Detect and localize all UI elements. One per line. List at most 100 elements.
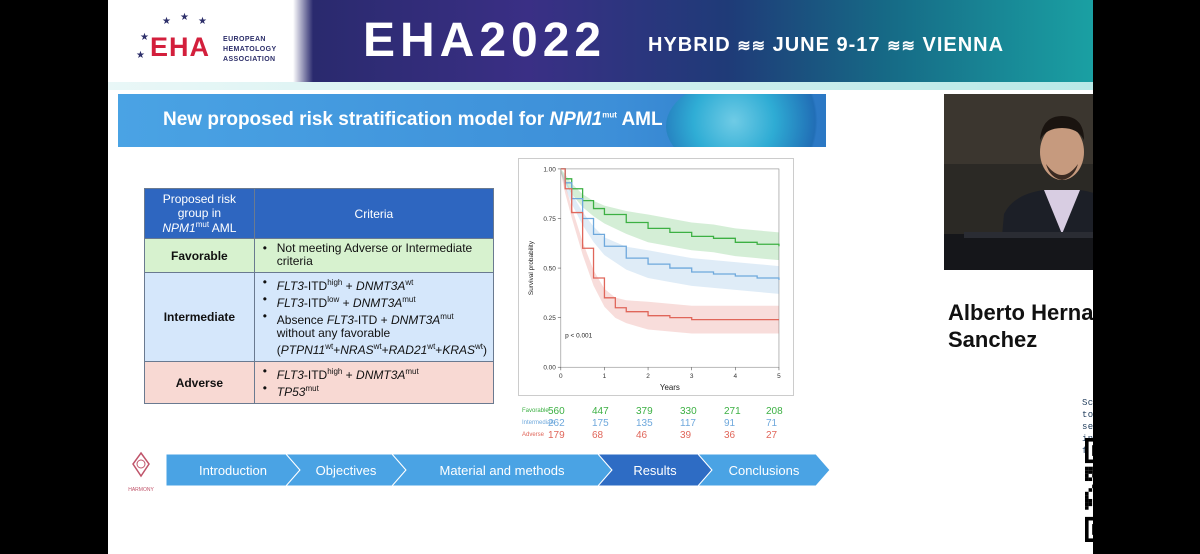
nav-step-label: Introduction xyxy=(199,462,267,478)
eha-logo: ★ ★ ★ ★ ★ EHA EUROPEAN HEMATOLOGY ASSOCI… xyxy=(126,12,296,68)
slide-title-bar: New proposed risk stratification model f… xyxy=(118,94,826,147)
chevron-shape xyxy=(598,454,712,486)
risk-count: 36 xyxy=(724,430,736,441)
logo-text: EHA xyxy=(150,32,211,62)
star-icon: ★ xyxy=(136,50,145,61)
risk-count: 46 xyxy=(636,430,648,441)
y-tick-label: 0.75 xyxy=(543,216,556,223)
risk-row-label: Favorable xyxy=(522,408,549,414)
criteria-item: Absence FLT3-ITD + DNMT3Amut without any… xyxy=(263,310,487,357)
chevron-shape xyxy=(286,454,406,486)
star-icon: ★ xyxy=(198,16,207,27)
chevron-shape xyxy=(698,454,830,486)
risk-count: 271 xyxy=(724,406,741,417)
wave-icon: ≋≋ xyxy=(737,38,767,55)
confidence-band xyxy=(560,168,779,294)
logo-sub-2: HEMATOLOGY xyxy=(223,46,277,53)
risk-count: 379 xyxy=(636,406,653,417)
group-favorable: Favorable xyxy=(144,238,255,273)
survival-line xyxy=(560,168,780,247)
harmony-icon xyxy=(132,451,150,478)
x-tick-label: 5 xyxy=(777,373,781,380)
y-tick-label: 0.00 xyxy=(543,365,556,372)
harmony-logo: HARMONY xyxy=(126,450,156,493)
risk-count: 179 xyxy=(548,430,565,441)
risk-row-label: Intermediate xyxy=(522,420,556,426)
cell-illustration xyxy=(666,94,826,147)
logo-sub-1: EUROPEAN xyxy=(223,36,266,43)
risk-count: 39 xyxy=(680,430,692,441)
risk-count: 71 xyxy=(766,418,778,429)
y-tick-label: 1.00 xyxy=(543,166,556,173)
slide-title: New proposed risk stratification model f… xyxy=(163,109,663,130)
criteria-item: Not meeting Adverse or Intermediate crit… xyxy=(263,242,487,268)
speaker-photo xyxy=(944,94,1093,270)
conference-banner: ★ ★ ★ ★ ★ EHA EUROPEAN HEMATOLOGY ASSOCI… xyxy=(108,0,1093,82)
tagline-hybrid: HYBRID xyxy=(648,34,731,56)
risk-count: 447 xyxy=(592,406,609,417)
group-adverse: Adverse xyxy=(144,361,255,404)
criteria-item: FLT3-ITDlow + DNMT3Amut xyxy=(263,293,487,310)
nav-step-material-and-methods[interactable]: Material and methods xyxy=(392,454,612,486)
star-icon: ★ xyxy=(162,16,171,27)
speaker-video xyxy=(944,94,1093,270)
risk-count: 68 xyxy=(592,430,604,441)
x-tick-label: 3 xyxy=(690,373,694,380)
risk-count: 262 xyxy=(548,418,565,429)
nav-step-label: Material and methods xyxy=(439,462,565,478)
nav-step-introduction[interactable]: Introduction xyxy=(166,454,300,486)
risk-count: 27 xyxy=(766,430,778,441)
risk-table: Proposed risk group in NPM1mut AML Crite… xyxy=(144,188,495,404)
section-nav: Introduction Objectives Material and metho… xyxy=(166,454,830,486)
numbers-at-risk-table: Favorable 560 447 379 330 271 208 Intermediate 2… xyxy=(522,406,798,446)
x-tick-label: 1 xyxy=(603,373,607,380)
table-row-adverse: Adverse FLT3-ITDhigh + DNMT3Amut TP53mut xyxy=(144,361,495,404)
header-criteria: Criteria xyxy=(253,188,495,239)
risk-count: 175 xyxy=(592,418,609,429)
star-icon: ★ xyxy=(140,32,149,43)
nav-step-objectives[interactable]: Objectives xyxy=(286,454,406,486)
x-tick-label: 4 xyxy=(734,373,738,380)
risk-count: 91 xyxy=(724,418,736,429)
conference-tagline: HYBRID ≋≋ JUNE 9-17 ≋≋ VIENNA xyxy=(648,34,1004,57)
chevron-shape xyxy=(392,454,612,486)
survival-line xyxy=(560,168,779,321)
group-intermediate: Intermediate xyxy=(144,272,255,362)
table-row-favorable: Favorable Not meeting Adverse or Interme… xyxy=(144,238,495,273)
risk-count: 135 xyxy=(636,418,653,429)
risk-count: 117 xyxy=(680,418,696,429)
risk-count: 208 xyxy=(766,406,783,417)
wave-icon: ≋≋ xyxy=(887,38,916,55)
risk-count: 330 xyxy=(680,406,697,417)
tagline-city: VIENNA xyxy=(922,34,1005,56)
criteria-intermediate: FLT3-ITDhigh + DNMT3Awt FLT3-ITDlow + DN… xyxy=(253,272,495,362)
x-axis-label: Years xyxy=(660,383,680,392)
banner-divider xyxy=(108,82,1093,90)
risk-count: 560 xyxy=(548,406,565,417)
conference-title: EHA2022 xyxy=(363,14,607,67)
confidence-band xyxy=(560,168,779,261)
slide-content: New proposed risk stratification model f… xyxy=(108,90,1093,554)
nav-step-label: Conclusions xyxy=(728,462,800,478)
criteria-item: TP53mut xyxy=(263,382,487,399)
criteria-item: FLT3-ITDhigh + DNMT3Amut xyxy=(263,365,487,382)
x-tick-label: 0 xyxy=(559,373,563,380)
y-axis-label: Survival probability xyxy=(528,240,535,295)
y-tick-label: 0.50 xyxy=(543,266,556,273)
nav-step-conclusions[interactable]: Conclusions xyxy=(698,454,830,486)
nav-step-label: Objectives xyxy=(315,462,377,478)
presentation-frame: ★ ★ ★ ★ ★ EHA EUROPEAN HEMATOLOGY ASSOCI… xyxy=(108,0,1093,554)
nav-step-label: Results xyxy=(633,462,677,478)
criteria-favorable: Not meeting Adverse or Intermediate crit… xyxy=(253,238,495,273)
p-value-annotation: p < 0.001 xyxy=(565,332,592,339)
survival-line xyxy=(560,168,780,280)
table-row-intermediate: Intermediate FLT3-ITDhigh + DNMT3Awt FLT… xyxy=(144,272,495,362)
header-risk-group: Proposed risk group in NPM1mut AML xyxy=(144,188,255,239)
nav-step-results[interactable]: Results xyxy=(598,454,712,486)
table-header-row: Proposed risk group in NPM1mut AML Crite… xyxy=(144,188,495,239)
survival-chart: 0.00 0.25 0.50 0.75 1.00 0 1 2 3 4 5 Years Survival … xyxy=(518,158,794,396)
chevron-shape xyxy=(166,454,300,486)
y-tick-label: 0.25 xyxy=(543,315,556,322)
qr-code[interactable] xyxy=(1085,438,1093,542)
